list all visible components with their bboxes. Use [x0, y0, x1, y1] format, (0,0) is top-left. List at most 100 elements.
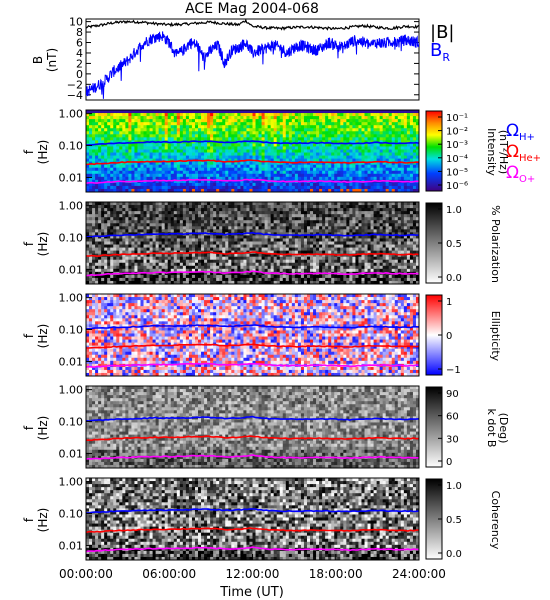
heatmap-cell: [376, 158, 381, 163]
heatmap-cell: [201, 235, 205, 239]
heatmap-cell: [370, 125, 374, 129]
heatmap-cell: [334, 149, 338, 153]
heatmap-cell: [285, 128, 290, 132]
heatmap-cell: [358, 164, 362, 169]
heatmap-cell: [146, 167, 150, 172]
heatmap-cell: [146, 223, 150, 227]
heatmap-cell: [182, 170, 187, 175]
heatmap-cell: [279, 253, 284, 258]
heatmap-cell: [191, 226, 196, 230]
heatmap-cell: [134, 173, 138, 178]
heatmap-cell: [297, 152, 302, 156]
heatmap-cell: [310, 182, 314, 187]
heatmap-cell: [134, 253, 138, 258]
heatmap-cell: [270, 247, 275, 251]
heatmap-cell: [316, 176, 320, 181]
heatmap-cell: [98, 262, 102, 267]
heatmap-cell: [143, 161, 147, 166]
heatmap-cell: [92, 265, 96, 270]
heatmap-cell: [376, 167, 381, 172]
heatmap-cell: [219, 128, 223, 132]
heatmap-cell: [261, 277, 266, 282]
heatmap-cell: [201, 262, 205, 267]
heatmap-cell: [155, 122, 160, 126]
heatmap-cell: [116, 241, 120, 245]
heatmap-cell: [146, 229, 150, 233]
heatmap-cell: [134, 220, 138, 224]
heatmap-cell: [122, 113, 126, 117]
heatmap-cell: [152, 238, 157, 242]
heatmap-cell: [204, 128, 208, 132]
heatmap-cell: [113, 223, 117, 227]
heatmap-cell: [319, 119, 323, 123]
heatmap-cell: [194, 205, 199, 209]
heatmap-cell: [101, 152, 105, 156]
heatmap-cell: [113, 226, 117, 230]
heatmap-cell: [137, 214, 141, 218]
heatmap-cell: [325, 134, 329, 138]
heatmap-cell: [210, 110, 214, 114]
heatmap-cell: [207, 173, 211, 178]
heatmap-cell: [137, 125, 141, 129]
heatmap-cell: [391, 185, 396, 190]
heatmap-cell: [237, 241, 241, 245]
heatmap-cell: [204, 149, 208, 153]
heatmap-cell: [279, 259, 284, 264]
heatmap-cell: [249, 149, 253, 153]
heatmap-cell: [306, 134, 311, 138]
heatmap-cell: [243, 202, 247, 206]
heatmap-cell: [213, 268, 217, 273]
heatmap-cell: [297, 164, 302, 169]
heatmap-cell: [340, 119, 344, 123]
heatmap-cell: [303, 220, 308, 224]
heatmap-cell: [191, 137, 196, 141]
heatmap-cell: [237, 179, 241, 184]
heatmap-cell: [86, 277, 90, 282]
heatmap-cell: [400, 134, 405, 138]
heatmap-cell: [334, 122, 338, 126]
heatmap-cell: [282, 235, 287, 239]
heatmap-cell: [143, 125, 147, 129]
heatmap-cell: [219, 110, 223, 114]
heatmap-cell: [276, 176, 281, 181]
heatmap-cell: [234, 268, 238, 273]
heatmap-cell: [258, 229, 262, 233]
heatmap-cell: [306, 152, 311, 156]
heatmap-cell: [113, 280, 117, 284]
heatmap-cell: [267, 250, 272, 255]
heatmap-cell: [385, 116, 390, 120]
heatmap-cell: [282, 143, 287, 147]
heatmap-cell: [222, 214, 226, 218]
heatmap-cell: [213, 214, 217, 218]
heatmap-cell: [225, 122, 229, 126]
heatmap-cell: [279, 211, 284, 215]
heatmap-cell: [397, 161, 402, 166]
heatmap-cell: [373, 128, 378, 132]
heatmap-cell: [161, 128, 166, 132]
heatmap-cell: [204, 131, 208, 135]
heatmap-cell: [285, 131, 290, 135]
heatmap-cell: [346, 116, 350, 120]
heatmap-cell: [152, 116, 157, 120]
heatmap-cell: [243, 122, 247, 126]
heatmap-cell: [167, 208, 172, 212]
heatmap-cell: [316, 116, 320, 120]
heatmap-cell: [334, 116, 338, 120]
heatmap-cell: [361, 146, 365, 150]
heatmap-cell: [213, 202, 217, 206]
heatmap-cell: [267, 149, 272, 153]
heatmap-cell: [285, 214, 290, 218]
heatmap-cell: [185, 125, 190, 129]
heatmap-cell: [273, 131, 278, 135]
heatmap-cell: [310, 164, 314, 169]
heatmap-cell: [343, 149, 347, 153]
heatmap-cell: [164, 214, 169, 218]
heatmap-cell: [173, 179, 178, 184]
heatmap-cell: [415, 152, 419, 156]
heatmap-cell: [204, 280, 208, 284]
heatmap-cell: [243, 134, 247, 138]
heatmap-cell: [246, 244, 250, 248]
heatmap-cell: [213, 229, 217, 233]
heatmap-cell: [273, 238, 278, 242]
heatmap-cell: [252, 179, 256, 184]
